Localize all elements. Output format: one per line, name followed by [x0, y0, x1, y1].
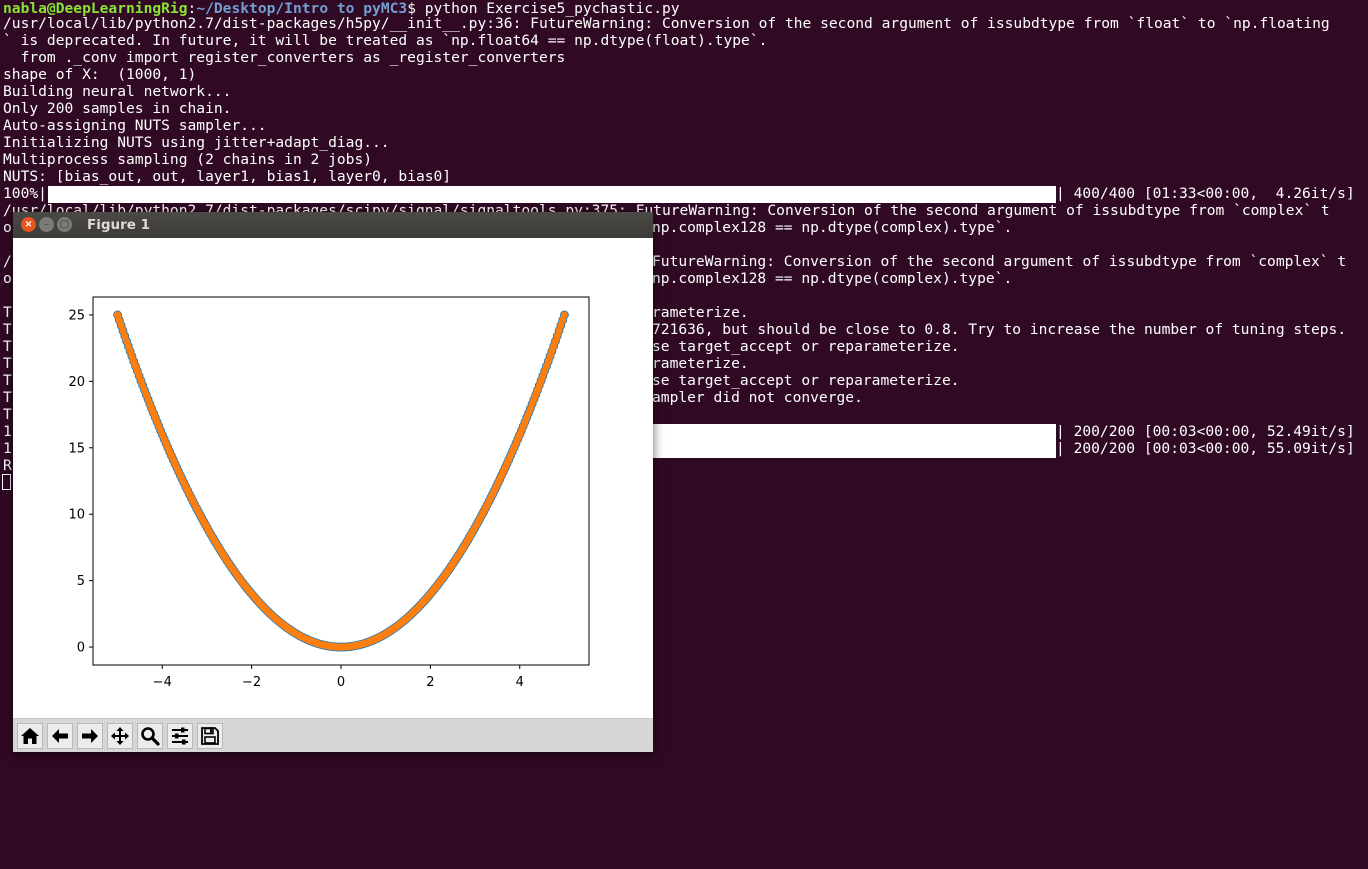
- progress-main-label: 100%|: [3, 185, 47, 202]
- terminal-line: 1: [3, 423, 12, 440]
- terminal-line: 1: [3, 440, 12, 457]
- progress-chain-stats: | 200/200 [00:03<00:00, 52.49it/s]: [1056, 423, 1355, 440]
- back-arrow-icon: [52, 729, 68, 743]
- terminal-line: shape of X: (1000, 1): [3, 66, 197, 83]
- terminal-line: T: [3, 372, 12, 389]
- terminal-line: Only 200 samples in chain.: [3, 100, 232, 117]
- progress-chain-bar: [653, 424, 1056, 441]
- zoom-button[interactable]: [137, 723, 163, 749]
- x-axis: −4 −2 0 2 4: [153, 665, 524, 690]
- progress-chain-stats: | 200/200 [00:03<00:00, 55.09it/s]: [1056, 440, 1355, 457]
- home-button[interactable]: [17, 723, 43, 749]
- x-tick-label: 4: [516, 675, 524, 690]
- x-tick-label: 0: [337, 675, 345, 690]
- terminal-line-right: 721636, but should be close to 0.8. Try …: [652, 321, 1347, 338]
- y-tick-label: 15: [68, 441, 85, 456]
- terminal-prompt-line: nabla@DeepLearningRig:~/Desktop/Intro to…: [3, 0, 680, 17]
- progress-chain-bar: [653, 441, 1056, 458]
- terminal-line: T: [3, 406, 12, 423]
- y-axis: 0 5 10 15 20 25: [68, 308, 93, 656]
- terminal-line: Multiprocess sampling (2 chains in 2 job…: [3, 151, 373, 168]
- terminal-line: T: [3, 355, 12, 372]
- save-figure-button[interactable]: [197, 723, 223, 749]
- terminal-line-right: np.complex128 == np.dtype(complex).type`…: [652, 219, 1013, 236]
- window-title: Figure 1: [87, 217, 151, 233]
- configure-subplots-icon: [172, 727, 188, 745]
- close-window-button[interactable]: ×: [21, 217, 36, 232]
- terminal-cursor: [2, 474, 11, 490]
- progress-main-stats: | 400/400 [01:33<00:00, 4.26it/s]: [1056, 185, 1355, 202]
- terminal-line: R: [3, 457, 12, 474]
- pan-button[interactable]: [107, 723, 133, 749]
- terminal-line: Initializing NUTS using jitter+adapt_dia…: [3, 134, 390, 151]
- terminal-line: NUTS: [bias_out, out, layer1, bias1, lay…: [3, 168, 452, 185]
- terminal-line: T: [3, 321, 12, 338]
- terminal-line: /usr/local/lib/python2.7/dist-packages/h…: [3, 15, 1330, 32]
- terminal-line: o: [3, 270, 12, 287]
- zoom-magnifier-icon: [141, 727, 160, 746]
- terminal-line-right: np.complex128 == np.dtype(complex).type`…: [652, 270, 1013, 287]
- configure-subplots-button[interactable]: [167, 723, 193, 749]
- prompt-separator: :: [187, 0, 197, 17]
- matplotlib-toolbar: [13, 718, 653, 752]
- terminal-line: T: [3, 304, 12, 321]
- forward-button[interactable]: [77, 723, 103, 749]
- terminal-line-right: se target_accept or reparameterize.: [652, 372, 960, 389]
- terminal-line: from ._conv import register_converters a…: [3, 49, 566, 66]
- terminal-line: /: [3, 253, 12, 270]
- x-tick-label: 2: [426, 675, 434, 690]
- terminal-line-right: ampler did not converge.: [652, 389, 863, 406]
- y-tick-label: 10: [68, 508, 85, 523]
- data-series: [113, 310, 569, 652]
- y-tick-label: 20: [68, 375, 85, 390]
- y-tick-label: 0: [77, 641, 85, 656]
- scatter-plot[interactable]: −4 −2 0 2 4 0 5 10 15 20 25: [13, 238, 653, 718]
- progress-main-bar: [48, 186, 1056, 203]
- terminal-line: T: [3, 389, 12, 406]
- terminal-line: ` is deprecated. In future, it will be t…: [3, 32, 768, 49]
- terminal-line-right: se target_accept or reparameterize.: [652, 338, 960, 355]
- maximize-window-button[interactable]: □: [57, 217, 72, 232]
- prompt-path: ~/Desktop/Intro to pyMC3: [196, 0, 408, 17]
- window-titlebar[interactable]: × – □ Figure 1: [13, 212, 653, 238]
- y-tick-label: 5: [77, 574, 85, 589]
- terminal-line-right: rameterize.: [652, 304, 749, 321]
- y-tick-label: 25: [68, 308, 85, 323]
- home-icon: [21, 728, 39, 744]
- terminal-line: Building neural network...: [3, 83, 232, 100]
- minimize-window-button[interactable]: –: [39, 217, 54, 232]
- terminal-line-right: rameterize.: [652, 355, 749, 372]
- terminal-line: T: [3, 338, 12, 355]
- figure-canvas[interactable]: −4 −2 0 2 4 0 5 10 15 20 25: [13, 238, 653, 718]
- plot-frame: [92, 296, 590, 666]
- prompt-command: $ python Exercise5_pychastic.py: [407, 0, 680, 17]
- x-tick-label: −2: [242, 675, 261, 690]
- forward-arrow-icon: [82, 729, 98, 743]
- back-button[interactable]: [47, 723, 73, 749]
- terminal-line-right: FutureWarning: Conversion of the second …: [652, 253, 1347, 270]
- prompt-user-host: nabla@DeepLearningRig: [3, 0, 188, 17]
- terminal-line: o: [3, 219, 12, 236]
- figure-window[interactable]: × – □ Figure 1 −4 −2 0 2 4 0 5 10 15 20 25: [13, 212, 653, 752]
- terminal-line: Auto-assigning NUTS sampler...: [3, 117, 267, 134]
- x-tick-label: −4: [153, 675, 172, 690]
- save-floppy-icon: [201, 727, 219, 745]
- series-2: [113, 311, 569, 651]
- pan-move-icon: [111, 727, 129, 745]
- scatter-point: [560, 311, 569, 319]
